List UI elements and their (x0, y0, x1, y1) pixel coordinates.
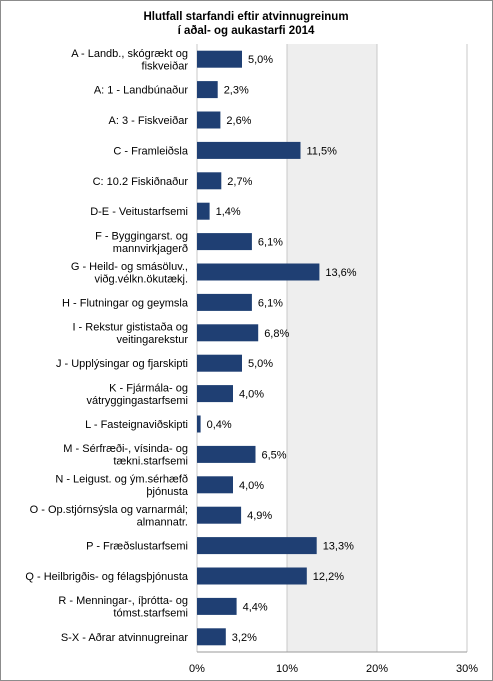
chart-title: Hlutfall starfandi eftir atvinnugreinum í… (143, 11, 348, 37)
x-tick-label: 0% (189, 663, 205, 675)
bar (197, 202, 210, 220)
value-label: 3,2% (232, 632, 257, 644)
value-label: 5,0% (248, 54, 273, 66)
category-label: K - Fjármála- og vátryggingastarfsemi (87, 382, 189, 407)
category-label: P - Fræðslustarfsemi (86, 541, 188, 553)
value-label: 2,6% (226, 115, 251, 127)
value-label: 4,0% (239, 389, 264, 401)
value-label: 11,5% (307, 145, 338, 157)
x-tick-label: 20% (366, 663, 388, 675)
category-label: C: 10.2 Fiskiðnaður (93, 176, 189, 188)
bar (197, 506, 242, 524)
bar (197, 385, 233, 403)
category-label: D-E - Veitustarfsemi (90, 206, 188, 218)
value-label: 13,6% (325, 267, 356, 279)
category-label: A - Landb., skógrækt og fiskveiðar (71, 48, 188, 72)
category-label: O - Op.stjórnsýsla og varnarmál; almannat… (30, 504, 188, 529)
x-tick-label: 10% (276, 663, 298, 675)
category-label: I - Rekstur gististaða og veitingarekstur (72, 322, 188, 347)
bar (197, 141, 301, 159)
value-label: 2,7% (227, 176, 252, 188)
bar (197, 324, 259, 342)
value-label: 1,4% (216, 206, 241, 218)
category-label: M - Sérfræði-, vísinda- og tækni.starfsem… (63, 443, 188, 468)
category-label: C - Framleiðsla (113, 145, 188, 157)
bar (197, 172, 222, 190)
value-label: 4,4% (243, 601, 268, 613)
bar (197, 567, 307, 585)
value-label: 6,1% (258, 297, 283, 309)
category-label: N - Leigust. og ým.sérhæfð þjónusta (55, 474, 189, 499)
value-label: 5,0% (248, 358, 273, 370)
value-label: 0,4% (207, 419, 232, 431)
bar (197, 233, 252, 251)
value-label: 2,3% (224, 85, 249, 97)
value-label: 6,8% (264, 328, 289, 340)
value-label: 4,0% (239, 480, 264, 492)
plot-band (197, 44, 287, 652)
bar (197, 445, 256, 463)
value-label: 12,2% (313, 571, 344, 583)
category-label: J - Upplýsingar og fjarskipti (56, 358, 188, 370)
bar (197, 628, 226, 646)
value-label: 4,9% (247, 510, 272, 522)
category-label: L - Fasteignaviðskipti (85, 419, 188, 431)
category-label: S-X - Aðrar atvinnugreinar (61, 632, 189, 644)
bar (197, 50, 242, 68)
bar (197, 111, 221, 129)
category-label: G - Heild- og smásöluv., viðg.vélkn.ökutæ… (71, 261, 188, 286)
category-label: Q - Heilbrigðis- og félagsþjónusta (25, 571, 189, 583)
value-label: 6,5% (262, 449, 287, 461)
x-tick-label: 30% (456, 663, 478, 675)
plot-band (287, 44, 377, 652)
bar (197, 354, 242, 372)
bar (197, 537, 317, 555)
plot-band (377, 44, 467, 652)
bar (197, 415, 201, 433)
bar (197, 476, 233, 494)
bar (197, 263, 320, 281)
value-label: 6,1% (258, 237, 283, 249)
category-label: F - Byggingarst. og mannvirkjagerð (95, 230, 188, 255)
bar (197, 81, 218, 99)
category-label: H - Flutningar og geymsla (62, 297, 189, 309)
bar (197, 597, 237, 615)
category-label: A: 1 - Landbúnaður (94, 85, 189, 97)
bar (197, 293, 252, 311)
category-label: R - Menningar-, íþrótta- og tómst.starfse… (58, 595, 188, 620)
value-label: 13,3% (323, 541, 354, 553)
category-label: A: 3 - Fiskveiðar (109, 115, 189, 127)
